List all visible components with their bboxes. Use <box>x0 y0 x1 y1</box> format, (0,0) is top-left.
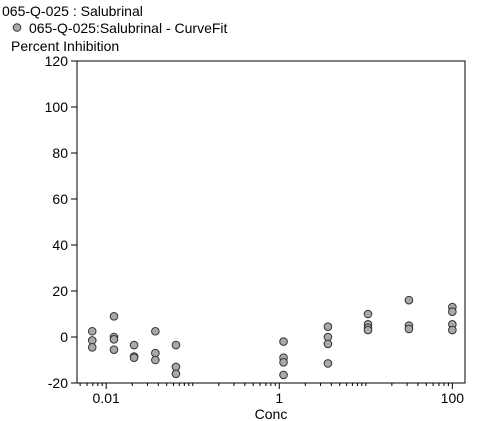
data-point <box>151 326 160 336</box>
data-point <box>323 359 333 368</box>
y-tick-label: 0 <box>60 329 68 345</box>
x-axis-label: Conc <box>255 406 288 421</box>
y-axis-label: Percent Inhibition <box>11 38 119 54</box>
y-tick-label: 100 <box>45 99 69 115</box>
y-tick-label: 60 <box>52 191 68 207</box>
x-tick-label: 0.01 <box>93 390 120 406</box>
legend-marker <box>12 23 22 32</box>
x-tick-label: 1 <box>275 390 283 406</box>
data-point <box>279 358 288 367</box>
y-tick-label: -20 <box>48 375 68 391</box>
data-point <box>323 322 333 331</box>
y-tick-label: 120 <box>45 53 69 69</box>
data-point <box>129 340 139 350</box>
data-point <box>279 370 288 380</box>
data-point <box>109 335 119 344</box>
data-point <box>151 355 160 365</box>
y-tick-label: 40 <box>52 237 68 253</box>
x-axis: 0.01 1 100 <box>79 383 465 406</box>
data-point <box>171 369 181 379</box>
data-point <box>323 339 333 349</box>
data-point <box>448 307 457 317</box>
y-axis: -20 0 20 40 60 80 100 120 <box>45 53 77 391</box>
data-point <box>404 324 414 334</box>
legend-label: 065-Q-025:Salubrinal - CurveFit <box>29 20 228 36</box>
data-point <box>279 337 288 346</box>
data-point <box>109 312 119 321</box>
y-tick-label: 80 <box>52 145 68 161</box>
y-tick-label: 20 <box>52 283 68 299</box>
data-points <box>87 295 457 380</box>
plot-frame <box>76 60 466 384</box>
data-point <box>363 325 373 335</box>
data-point <box>87 326 97 336</box>
chart-title: 065-Q-025 : Salubrinal <box>2 3 143 19</box>
data-point <box>363 309 373 319</box>
data-point <box>404 295 414 305</box>
data-point <box>129 353 139 363</box>
x-tick-label: 100 <box>441 390 465 406</box>
data-point <box>448 325 457 335</box>
data-point <box>87 343 97 352</box>
data-point <box>171 340 181 350</box>
data-point <box>109 345 119 354</box>
